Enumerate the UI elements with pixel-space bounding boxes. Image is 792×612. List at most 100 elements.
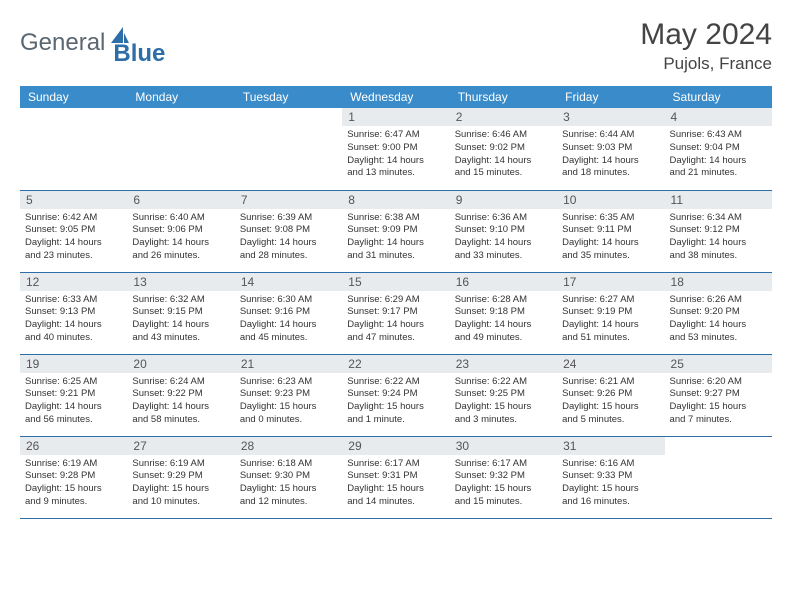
calendar-day-cell: 27Sunrise: 6:19 AMSunset: 9:29 PMDayligh… <box>127 436 234 518</box>
calendar-day-cell: 28Sunrise: 6:18 AMSunset: 9:30 PMDayligh… <box>235 436 342 518</box>
calendar-day-cell: 19Sunrise: 6:25 AMSunset: 9:21 PMDayligh… <box>20 354 127 436</box>
day-number: 31 <box>557 437 664 455</box>
calendar-day-cell: 24Sunrise: 6:21 AMSunset: 9:26 PMDayligh… <box>557 354 664 436</box>
calendar-table: SundayMondayTuesdayWednesdayThursdayFrid… <box>20 86 772 519</box>
calendar-week-row: 12Sunrise: 6:33 AMSunset: 9:13 PMDayligh… <box>20 272 772 354</box>
day-details: Sunrise: 6:42 AMSunset: 9:05 PMDaylight:… <box>20 209 127 265</box>
day-number: 15 <box>342 273 449 291</box>
day-number: 14 <box>235 273 342 291</box>
day-details: Sunrise: 6:44 AMSunset: 9:03 PMDaylight:… <box>557 126 664 182</box>
day-details: Sunrise: 6:39 AMSunset: 9:08 PMDaylight:… <box>235 209 342 265</box>
day-number: 4 <box>665 108 772 126</box>
weekday-header-row: SundayMondayTuesdayWednesdayThursdayFrid… <box>20 86 772 108</box>
calendar-day-cell: 8Sunrise: 6:38 AMSunset: 9:09 PMDaylight… <box>342 190 449 272</box>
day-number: 12 <box>20 273 127 291</box>
calendar-week-row: 19Sunrise: 6:25 AMSunset: 9:21 PMDayligh… <box>20 354 772 436</box>
day-number: 19 <box>20 355 127 373</box>
calendar-day-cell: 31Sunrise: 6:16 AMSunset: 9:33 PMDayligh… <box>557 436 664 518</box>
calendar-day-cell: 10Sunrise: 6:35 AMSunset: 9:11 PMDayligh… <box>557 190 664 272</box>
day-details: Sunrise: 6:43 AMSunset: 9:04 PMDaylight:… <box>665 126 772 182</box>
weekday-header: Sunday <box>20 86 127 108</box>
calendar-day-cell: 7Sunrise: 6:39 AMSunset: 9:08 PMDaylight… <box>235 190 342 272</box>
day-number: 30 <box>450 437 557 455</box>
weekday-header: Saturday <box>665 86 772 108</box>
day-number: 17 <box>557 273 664 291</box>
day-number: 8 <box>342 191 449 209</box>
day-details: Sunrise: 6:36 AMSunset: 9:10 PMDaylight:… <box>450 209 557 265</box>
day-details: Sunrise: 6:26 AMSunset: 9:20 PMDaylight:… <box>665 291 772 347</box>
day-details: Sunrise: 6:47 AMSunset: 9:00 PMDaylight:… <box>342 126 449 182</box>
logo: General Blue <box>20 18 165 68</box>
day-details: Sunrise: 6:35 AMSunset: 9:11 PMDaylight:… <box>557 209 664 265</box>
day-number: 7 <box>235 191 342 209</box>
calendar-day-cell: 11Sunrise: 6:34 AMSunset: 9:12 PMDayligh… <box>665 190 772 272</box>
day-details: Sunrise: 6:19 AMSunset: 9:29 PMDaylight:… <box>127 455 234 511</box>
day-number: 24 <box>557 355 664 373</box>
calendar-day-cell: 16Sunrise: 6:28 AMSunset: 9:18 PMDayligh… <box>450 272 557 354</box>
day-details: Sunrise: 6:29 AMSunset: 9:17 PMDaylight:… <box>342 291 449 347</box>
calendar-day-cell: 3Sunrise: 6:44 AMSunset: 9:03 PMDaylight… <box>557 108 664 190</box>
logo-text-blue: Blue <box>113 40 165 68</box>
calendar-day-cell: 12Sunrise: 6:33 AMSunset: 9:13 PMDayligh… <box>20 272 127 354</box>
day-number: 28 <box>235 437 342 455</box>
day-number: 27 <box>127 437 234 455</box>
calendar-week-row: 5Sunrise: 6:42 AMSunset: 9:05 PMDaylight… <box>20 190 772 272</box>
day-number: 1 <box>342 108 449 126</box>
calendar-day-cell: 5Sunrise: 6:42 AMSunset: 9:05 PMDaylight… <box>20 190 127 272</box>
day-details: Sunrise: 6:20 AMSunset: 9:27 PMDaylight:… <box>665 373 772 429</box>
calendar-day-cell: 23Sunrise: 6:22 AMSunset: 9:25 PMDayligh… <box>450 354 557 436</box>
weekday-header: Friday <box>557 86 664 108</box>
calendar-empty-cell <box>665 436 772 518</box>
calendar-day-cell: 30Sunrise: 6:17 AMSunset: 9:32 PMDayligh… <box>450 436 557 518</box>
weekday-header: Monday <box>127 86 234 108</box>
day-number: 23 <box>450 355 557 373</box>
month-title: May 2024 <box>640 18 772 52</box>
calendar-day-cell: 17Sunrise: 6:27 AMSunset: 9:19 PMDayligh… <box>557 272 664 354</box>
day-details: Sunrise: 6:40 AMSunset: 9:06 PMDaylight:… <box>127 209 234 265</box>
day-number: 6 <box>127 191 234 209</box>
calendar-day-cell: 25Sunrise: 6:20 AMSunset: 9:27 PMDayligh… <box>665 354 772 436</box>
calendar-empty-cell <box>235 108 342 190</box>
calendar-empty-cell <box>20 108 127 190</box>
calendar-day-cell: 13Sunrise: 6:32 AMSunset: 9:15 PMDayligh… <box>127 272 234 354</box>
day-details: Sunrise: 6:21 AMSunset: 9:26 PMDaylight:… <box>557 373 664 429</box>
calendar-day-cell: 21Sunrise: 6:23 AMSunset: 9:23 PMDayligh… <box>235 354 342 436</box>
day-details: Sunrise: 6:17 AMSunset: 9:31 PMDaylight:… <box>342 455 449 511</box>
location-label: Pujols, France <box>640 54 772 74</box>
day-number: 25 <box>665 355 772 373</box>
day-number: 21 <box>235 355 342 373</box>
day-details: Sunrise: 6:16 AMSunset: 9:33 PMDaylight:… <box>557 455 664 511</box>
day-details: Sunrise: 6:22 AMSunset: 9:25 PMDaylight:… <box>450 373 557 429</box>
calendar-day-cell: 22Sunrise: 6:22 AMSunset: 9:24 PMDayligh… <box>342 354 449 436</box>
day-number: 22 <box>342 355 449 373</box>
calendar-day-cell: 1Sunrise: 6:47 AMSunset: 9:00 PMDaylight… <box>342 108 449 190</box>
day-number: 11 <box>665 191 772 209</box>
calendar-week-row: 26Sunrise: 6:19 AMSunset: 9:28 PMDayligh… <box>20 436 772 518</box>
day-details: Sunrise: 6:22 AMSunset: 9:24 PMDaylight:… <box>342 373 449 429</box>
day-details: Sunrise: 6:24 AMSunset: 9:22 PMDaylight:… <box>127 373 234 429</box>
calendar-day-cell: 18Sunrise: 6:26 AMSunset: 9:20 PMDayligh… <box>665 272 772 354</box>
day-number: 5 <box>20 191 127 209</box>
title-block: May 2024 Pujols, France <box>640 18 772 74</box>
calendar-week-row: 1Sunrise: 6:47 AMSunset: 9:00 PMDaylight… <box>20 108 772 190</box>
day-details: Sunrise: 6:19 AMSunset: 9:28 PMDaylight:… <box>20 455 127 511</box>
calendar-day-cell: 2Sunrise: 6:46 AMSunset: 9:02 PMDaylight… <box>450 108 557 190</box>
day-details: Sunrise: 6:28 AMSunset: 9:18 PMDaylight:… <box>450 291 557 347</box>
day-details: Sunrise: 6:32 AMSunset: 9:15 PMDaylight:… <box>127 291 234 347</box>
day-number: 20 <box>127 355 234 373</box>
day-details: Sunrise: 6:17 AMSunset: 9:32 PMDaylight:… <box>450 455 557 511</box>
day-details: Sunrise: 6:23 AMSunset: 9:23 PMDaylight:… <box>235 373 342 429</box>
day-number: 3 <box>557 108 664 126</box>
calendar-day-cell: 20Sunrise: 6:24 AMSunset: 9:22 PMDayligh… <box>127 354 234 436</box>
day-details: Sunrise: 6:18 AMSunset: 9:30 PMDaylight:… <box>235 455 342 511</box>
day-details: Sunrise: 6:33 AMSunset: 9:13 PMDaylight:… <box>20 291 127 347</box>
day-number: 2 <box>450 108 557 126</box>
day-details: Sunrise: 6:25 AMSunset: 9:21 PMDaylight:… <box>20 373 127 429</box>
calendar-day-cell: 26Sunrise: 6:19 AMSunset: 9:28 PMDayligh… <box>20 436 127 518</box>
calendar-day-cell: 14Sunrise: 6:30 AMSunset: 9:16 PMDayligh… <box>235 272 342 354</box>
day-details: Sunrise: 6:46 AMSunset: 9:02 PMDaylight:… <box>450 126 557 182</box>
calendar-day-cell: 15Sunrise: 6:29 AMSunset: 9:17 PMDayligh… <box>342 272 449 354</box>
day-number: 29 <box>342 437 449 455</box>
weekday-header: Thursday <box>450 86 557 108</box>
calendar-day-cell: 9Sunrise: 6:36 AMSunset: 9:10 PMDaylight… <box>450 190 557 272</box>
